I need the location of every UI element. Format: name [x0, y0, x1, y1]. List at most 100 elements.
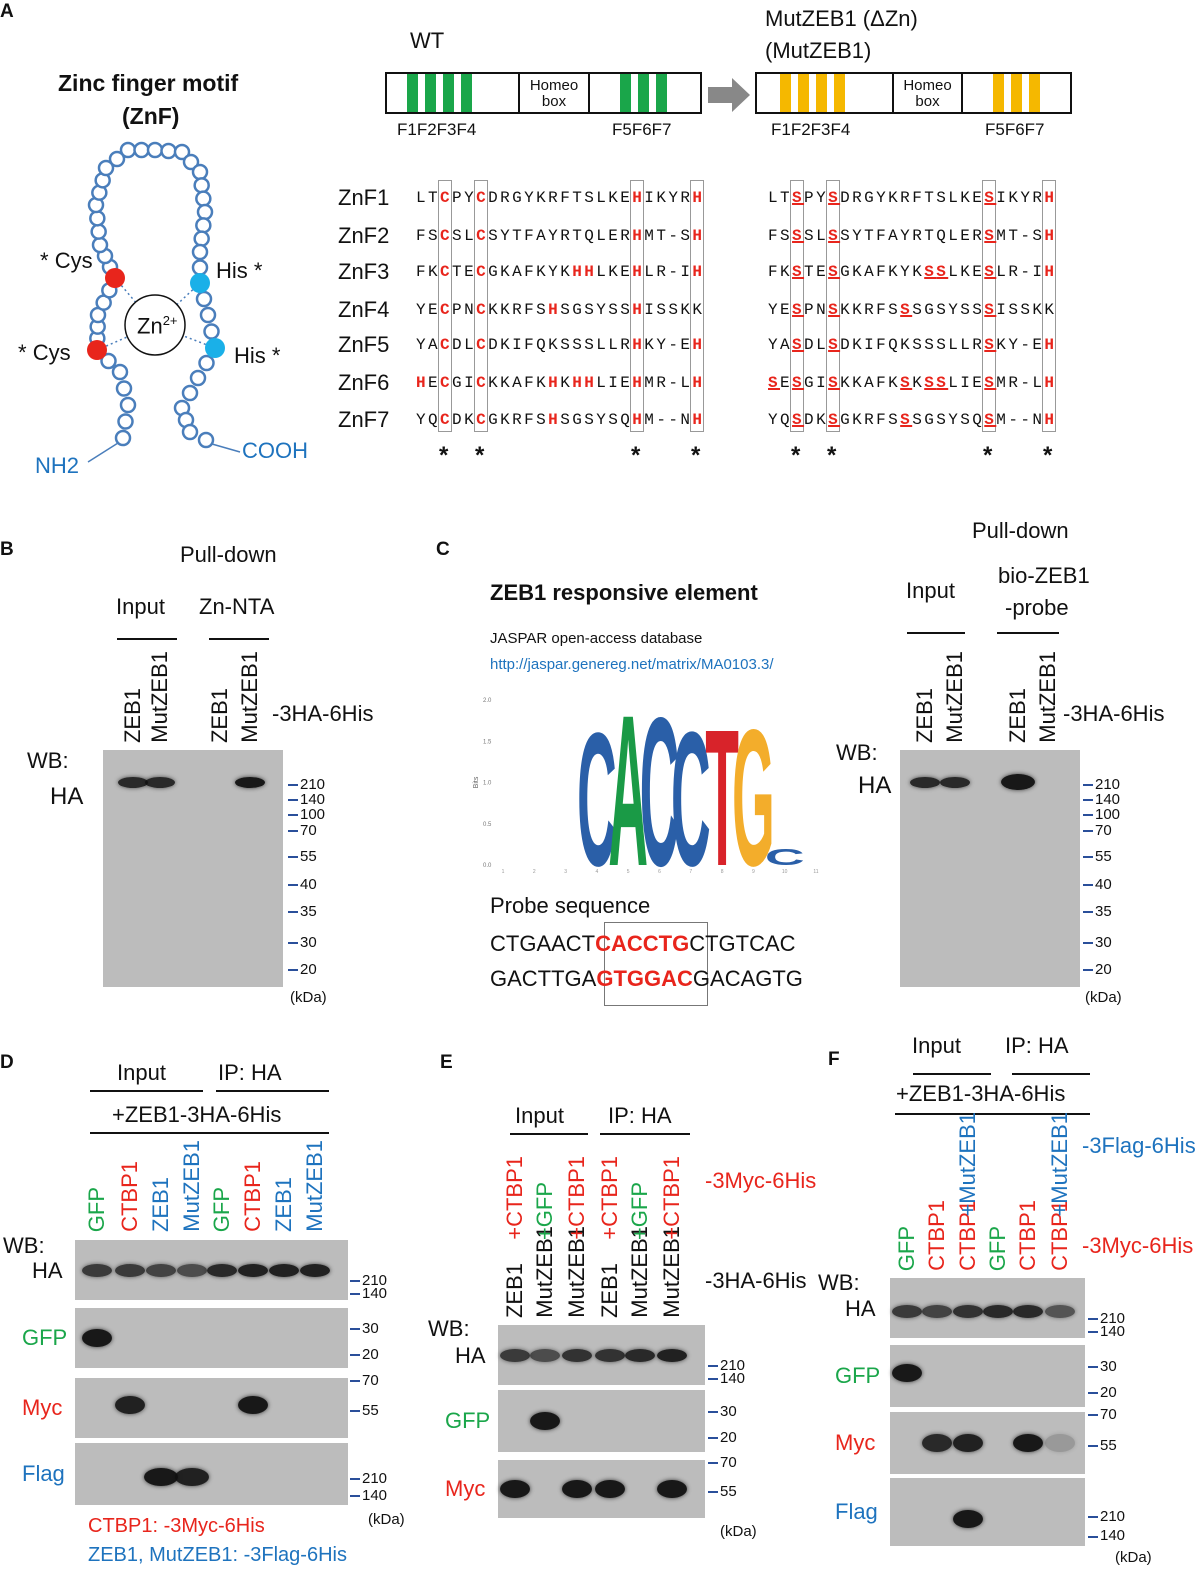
panel_e-marker: 70: [708, 1455, 737, 1470]
protein-band: [1045, 1434, 1075, 1452]
b-tag: -3HA-6His: [272, 701, 374, 726]
residue: I: [464, 374, 477, 392]
residue: K: [608, 263, 621, 281]
residue: K: [680, 301, 693, 319]
protein-band: [953, 1509, 983, 1528]
residue: S: [888, 411, 901, 429]
residue: F: [524, 301, 537, 319]
residue: G: [924, 301, 937, 319]
lane-label-text: MutZEB1: [564, 1226, 589, 1318]
coordination-bond: [96, 324, 156, 351]
lane-label-cotransfected: +MutZEB1: [955, 1112, 980, 1217]
lane-label-text: +CTBP1: [502, 1156, 527, 1240]
panel_b-unit: (kDa): [290, 989, 327, 1006]
residue: H: [632, 374, 645, 392]
wt-fingers-c-label: F5F6F7: [612, 120, 672, 139]
wt-sequence: FKCTECGKAFKYKHHLKEHLR-IH: [416, 264, 704, 280]
residue: L: [816, 336, 829, 354]
residue: P: [452, 301, 465, 319]
wt-homeobox-divider: [518, 72, 590, 112]
marker-tick: [350, 1477, 360, 1480]
residue: K: [840, 301, 853, 319]
residue: I: [644, 189, 657, 207]
residue: G: [572, 301, 585, 319]
c-antibody-label: HA: [858, 772, 892, 799]
marker-label: 70: [1100, 1406, 1117, 1424]
residue: T: [924, 189, 937, 207]
coordination-bond: [154, 324, 216, 349]
residue: R: [852, 189, 865, 207]
marker-label: 40: [1095, 876, 1112, 893]
residue: H: [692, 189, 705, 207]
residue: C: [476, 336, 489, 354]
panel_b-marker: 140: [288, 792, 325, 807]
svg-text:C: C: [765, 844, 805, 870]
lane-label-text: +GFP: [627, 1181, 652, 1240]
probe-bottom-strand: GACTTGAGTGGACGACAGTG: [490, 968, 803, 990]
residue: S: [584, 189, 597, 207]
residue: T: [804, 263, 817, 281]
divider: [1012, 1073, 1090, 1075]
lane-label-text: +CTBP1: [597, 1156, 622, 1240]
residue: S: [960, 301, 973, 319]
protein-band: [922, 1434, 952, 1452]
logo-y-axis-label: Bits: [473, 776, 480, 788]
wt-homeobox-line1: Homeo: [529, 77, 579, 94]
panel_f-marker: 210: [1088, 1311, 1125, 1326]
residue: K: [464, 411, 477, 429]
residue: L: [596, 227, 609, 245]
residue: C: [476, 374, 489, 392]
residue: K: [960, 189, 973, 207]
residue: K: [900, 336, 913, 354]
residue: T: [452, 263, 465, 281]
residue: H: [584, 374, 597, 392]
residue: H: [692, 374, 705, 392]
marker-tick: [1088, 1414, 1098, 1417]
residue: G: [512, 189, 525, 207]
residue: S: [912, 301, 925, 319]
panel_b-marker: 55: [288, 849, 317, 864]
protein-band: [530, 1412, 560, 1430]
divider: [510, 1133, 588, 1135]
residue: H: [632, 411, 645, 429]
b-group-input: Input: [116, 594, 165, 619]
divider: [90, 1132, 329, 1134]
residue: E: [960, 227, 973, 245]
seq-right: GACAGTG: [692, 966, 803, 991]
lane-label-base: GFP: [894, 1226, 919, 1271]
divider: [895, 1113, 1090, 1115]
residue: K: [852, 374, 865, 392]
aligned-column-box: [630, 180, 644, 432]
residue: S: [536, 301, 549, 319]
residue: H: [1044, 336, 1057, 354]
wt-zinc-finger-bar: [425, 74, 436, 112]
lane-label: MutZEB1: [237, 651, 262, 743]
marker-tick: [1088, 1535, 1098, 1538]
mut-zinc-finger-bar: [1029, 74, 1040, 112]
residue: S: [428, 227, 441, 245]
conserved-asterisk: *: [475, 442, 485, 469]
cysteine-bead: [105, 268, 125, 288]
residue: C: [440, 411, 453, 429]
mutated-residue: S: [936, 374, 949, 392]
marker-tick: [1083, 911, 1093, 914]
histidine-bead: [190, 273, 210, 293]
c-db-link[interactable]: http://jaspar.genereg.net/matrix/MA0103.…: [490, 656, 774, 673]
residue: K: [912, 374, 925, 392]
panel_e-marker: 20: [708, 1430, 737, 1445]
residue-bead: [91, 236, 109, 254]
residue: L: [1032, 374, 1045, 392]
residue: D: [488, 189, 501, 207]
znf-name: ZnF2: [338, 223, 390, 248]
marker-tick: [1088, 1516, 1098, 1519]
logo-letter: T: [705, 689, 739, 880]
residue: K: [852, 263, 865, 281]
residue: R: [512, 301, 525, 319]
lane-label-text: MutZEB1: [179, 1140, 204, 1232]
residue: I: [644, 301, 657, 319]
residue: K: [692, 301, 705, 319]
residue-bead: [100, 352, 117, 370]
asterisk: *: [271, 343, 281, 368]
conserved-asterisk: *: [983, 442, 993, 469]
